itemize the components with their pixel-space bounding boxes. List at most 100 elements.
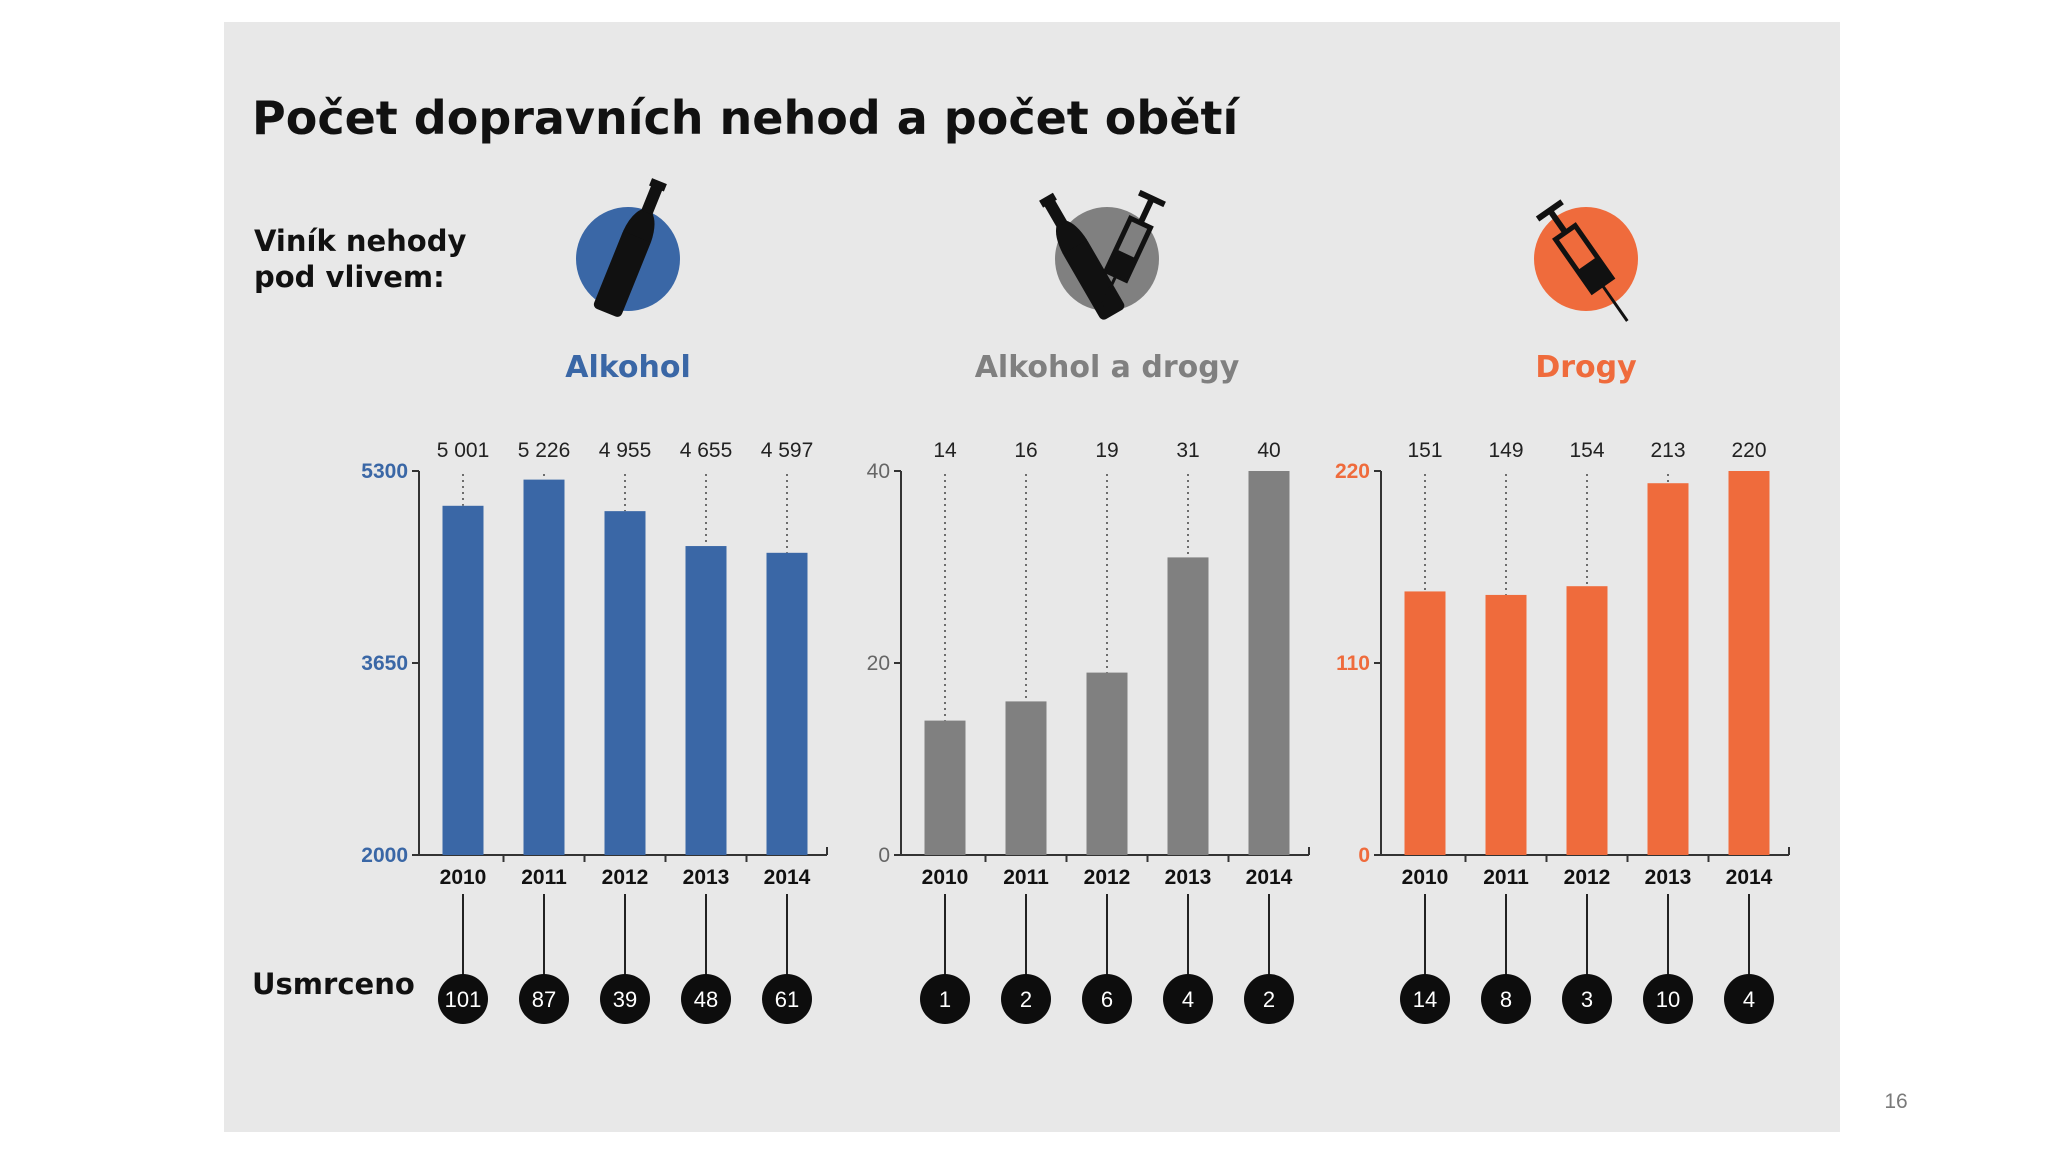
value-label: 5 226 (518, 439, 571, 462)
bar (1728, 471, 1770, 855)
deaths-badge (519, 974, 569, 1024)
bar (523, 479, 565, 855)
x-tick-label: 2013 (1165, 866, 1212, 889)
deaths-label: Usmrceno (252, 967, 415, 1001)
value-label: 19 (1095, 439, 1118, 462)
deaths-value: 4 (1743, 987, 1755, 1012)
chart-panel-0: Alkohol 2000 3650 5300 5 001 2010 101 5 226 2011… (361, 350, 828, 1024)
subtitle-line-2: pod vlivem: (254, 260, 445, 294)
value-label: 4 655 (680, 439, 733, 462)
deaths-value: 101 (445, 987, 482, 1012)
value-label: 31 (1176, 439, 1199, 462)
x-tick-label: 2011 (521, 866, 567, 889)
deaths-value: 2 (1020, 987, 1032, 1012)
deaths-badge (920, 974, 970, 1024)
chart-title: Alkohol (565, 350, 691, 385)
deaths-badge (1481, 974, 1531, 1024)
value-label: 154 (1569, 439, 1604, 462)
deaths-badge (1163, 974, 1213, 1024)
deaths-value: 61 (775, 987, 799, 1012)
x-tick-label: 2011 (1483, 866, 1529, 889)
bar (1005, 701, 1047, 855)
chart-panel-1: Alkohol a drogy 0 20 40 14 2010 1 16 2011 2 19 2012… (867, 350, 1310, 1024)
x-tick-label: 2010 (440, 866, 487, 889)
deaths-badge (438, 974, 488, 1024)
deaths-badge (681, 974, 731, 1024)
deaths-value: 1 (939, 987, 951, 1012)
infographic: Počet dopravních nehod a počet obětí Vin… (252, 91, 1790, 1024)
deaths-value: 39 (613, 987, 637, 1012)
x-tick-label: 2011 (1003, 866, 1049, 889)
deaths-badge (1724, 974, 1774, 1024)
deaths-badge (1001, 974, 1051, 1024)
y-tick-label: 110 (1336, 652, 1370, 675)
deaths-value: 87 (532, 987, 556, 1012)
bar (604, 511, 646, 855)
syringe-icon (1534, 199, 1638, 322)
x-tick-label: 2012 (1084, 866, 1131, 889)
value-label: 14 (933, 439, 957, 462)
value-label: 4 955 (599, 439, 652, 462)
page-title: Počet dopravních nehod a počet obětí (252, 91, 1241, 145)
bar (1167, 557, 1209, 855)
deaths-badge (1643, 974, 1693, 1024)
bar (1086, 672, 1128, 855)
y-tick-label: 0 (878, 844, 890, 867)
value-label: 40 (1257, 439, 1280, 462)
slide: Počet dopravních nehod a počet obětí Vin… (224, 22, 1840, 1132)
deaths-value: 8 (1500, 987, 1512, 1012)
y-tick-label: 20 (867, 652, 890, 675)
y-tick-label: 2000 (361, 844, 408, 867)
chart-title: Alkohol a drogy (975, 350, 1240, 385)
x-tick-label: 2014 (1726, 866, 1773, 889)
deaths-value: 2 (1263, 987, 1275, 1012)
deaths-value: 14 (1413, 987, 1437, 1012)
y-tick-label: 3650 (361, 652, 408, 675)
x-tick-label: 2014 (1246, 866, 1293, 889)
bar (1485, 594, 1527, 855)
value-label: 16 (1014, 439, 1037, 462)
deaths-value: 6 (1101, 987, 1113, 1012)
x-tick-label: 2010 (1402, 866, 1449, 889)
bar (1404, 591, 1446, 855)
x-tick-label: 2014 (764, 866, 811, 889)
x-tick-label: 2012 (602, 866, 649, 889)
bar (766, 552, 808, 855)
y-tick-label: 5300 (361, 460, 408, 483)
bar (685, 546, 727, 855)
deaths-badge (1244, 974, 1294, 1024)
deaths-value: 4 (1182, 987, 1194, 1012)
value-label: 220 (1731, 439, 1766, 462)
chart-title: Drogy (1535, 350, 1637, 385)
x-tick-label: 2013 (683, 866, 730, 889)
value-label: 149 (1488, 439, 1523, 462)
bottle-and-syringe-icon (1039, 189, 1166, 320)
value-label: 4 597 (761, 439, 814, 462)
bar (442, 505, 484, 855)
chart-panel-2: Drogy 0 110 220 151 2010 14 149 2011 8 154 2012 3 213… (1335, 350, 1790, 1024)
value-label: 5 001 (437, 439, 490, 462)
y-tick-label: 220 (1335, 460, 1370, 483)
deaths-value: 3 (1581, 987, 1593, 1012)
deaths-value: 48 (694, 987, 718, 1012)
deaths-badge (1082, 974, 1132, 1024)
deaths-badge (1562, 974, 1612, 1024)
subtitle-line-1: Viník nehody (254, 224, 466, 258)
x-tick-label: 2010 (922, 866, 969, 889)
bar (1647, 483, 1689, 855)
value-label: 213 (1650, 439, 1685, 462)
bar (924, 720, 966, 855)
deaths-badge (762, 974, 812, 1024)
x-tick-label: 2012 (1564, 866, 1611, 889)
bar (1248, 471, 1290, 855)
bottle-icon (576, 178, 680, 317)
x-tick-label: 2013 (1645, 866, 1692, 889)
page-number: 16 (1884, 1090, 1908, 1113)
bar (1566, 586, 1608, 855)
y-tick-label: 40 (867, 460, 890, 483)
deaths-badge (1400, 974, 1450, 1024)
y-tick-label: 0 (1358, 844, 1370, 867)
value-label: 151 (1407, 439, 1442, 462)
deaths-value: 10 (1656, 987, 1680, 1012)
